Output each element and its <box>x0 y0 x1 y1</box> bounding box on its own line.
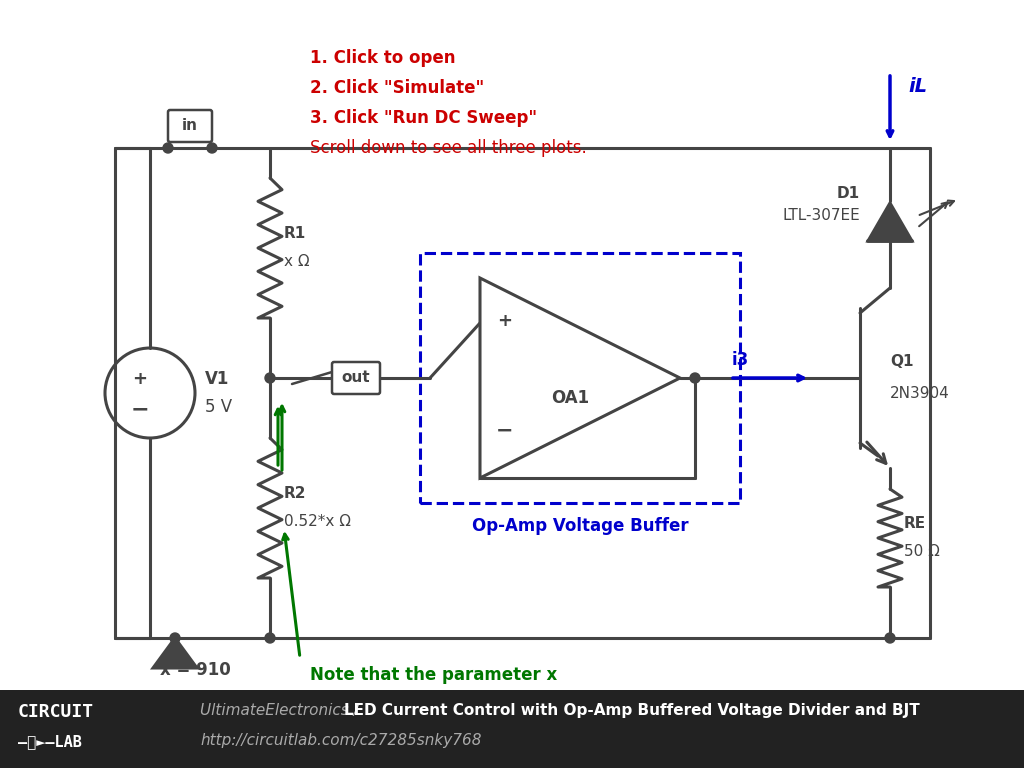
Text: 2N3904: 2N3904 <box>890 386 949 402</box>
Text: i3: i3 <box>732 351 750 369</box>
Text: CIRCUIT: CIRCUIT <box>18 703 94 721</box>
Text: x = 910: x = 910 <box>160 661 230 679</box>
Text: D1: D1 <box>837 186 860 200</box>
Text: −: − <box>131 399 150 419</box>
Text: 50 Ω: 50 Ω <box>904 545 940 560</box>
Text: 3. Click "Run DC Sweep": 3. Click "Run DC Sweep" <box>310 109 538 127</box>
Text: +: + <box>132 370 147 388</box>
Text: R1: R1 <box>284 227 306 241</box>
Text: +: + <box>498 312 512 330</box>
Text: 5 V: 5 V <box>205 398 232 416</box>
Text: Note that the parameter x
controls both R1 and R2.: Note that the parameter x controls both … <box>310 666 557 710</box>
Text: Scroll down to see all three plots.: Scroll down to see all three plots. <box>310 139 587 157</box>
Text: iL: iL <box>908 77 927 95</box>
Circle shape <box>170 633 180 643</box>
Polygon shape <box>153 638 197 668</box>
Text: R2: R2 <box>284 486 306 502</box>
Text: LTL-307EE: LTL-307EE <box>782 207 860 223</box>
Text: —∿►—LAB: —∿►—LAB <box>18 734 82 750</box>
Polygon shape <box>868 203 912 241</box>
FancyBboxPatch shape <box>332 362 380 394</box>
Text: in: in <box>182 118 198 134</box>
Text: RE: RE <box>904 517 926 531</box>
Circle shape <box>265 633 275 643</box>
Circle shape <box>207 143 217 153</box>
Text: http://circuitlab.com/c27285snky768: http://circuitlab.com/c27285snky768 <box>200 733 481 747</box>
Text: Q1: Q1 <box>890 355 913 369</box>
Text: OA1: OA1 <box>551 389 589 407</box>
FancyBboxPatch shape <box>168 110 212 142</box>
Text: x Ω: x Ω <box>284 254 309 270</box>
Polygon shape <box>480 278 680 478</box>
Text: UltimateElectronics /: UltimateElectronics / <box>200 703 364 717</box>
Text: out: out <box>342 370 371 386</box>
Text: V1: V1 <box>205 370 229 388</box>
Text: Op-Amp Voltage Buffer: Op-Amp Voltage Buffer <box>472 517 688 535</box>
Bar <box>0 690 1024 768</box>
Text: 2. Click "Simulate": 2. Click "Simulate" <box>310 79 484 97</box>
Circle shape <box>690 373 700 383</box>
Circle shape <box>163 143 173 153</box>
Circle shape <box>265 373 275 383</box>
Circle shape <box>885 633 895 643</box>
Text: LED Current Control with Op-Amp Buffered Voltage Divider and BJT: LED Current Control with Op-Amp Buffered… <box>343 703 920 717</box>
Text: 1. Click to open: 1. Click to open <box>310 49 456 67</box>
Text: 0.52*x Ω: 0.52*x Ω <box>284 515 351 529</box>
Text: −: − <box>497 421 514 441</box>
Bar <box>420 253 740 503</box>
